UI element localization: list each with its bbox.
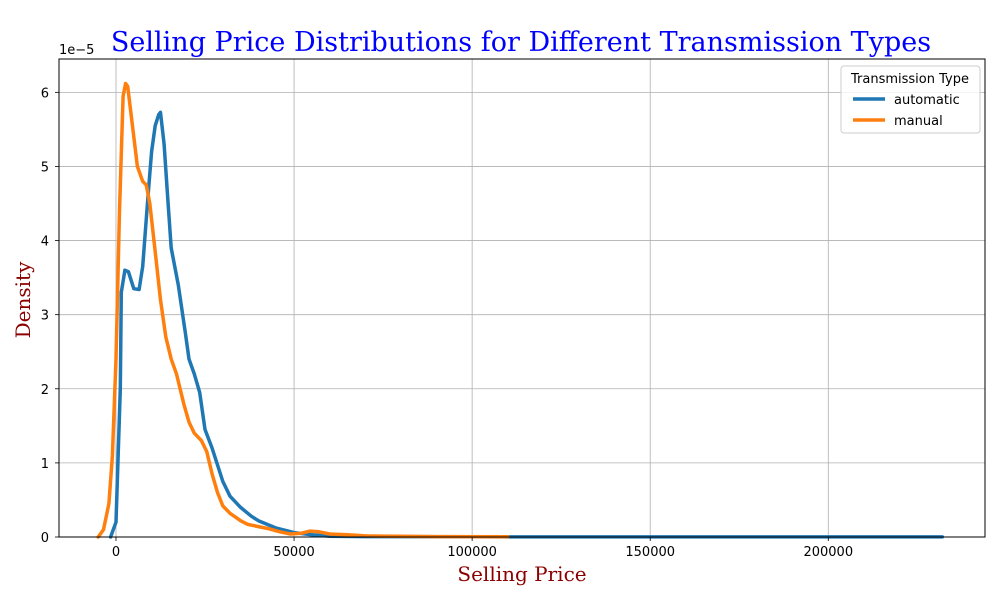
x-tick-label: 150000 [625,545,675,560]
y-axis-label: Density [11,261,35,338]
chart-title: Selling Price Distributions for Differen… [111,27,931,58]
x-tick-label: 0 [112,545,120,560]
y-offset-label: 1e−5 [59,43,94,58]
y-tick-label: 2 [41,383,49,398]
ticks: 0 50000 100000 150000 200000 0 1 2 3 4 5 6 [41,86,853,560]
y-tick-label: 5 [41,160,49,175]
x-axis-label: Selling Price [457,562,586,586]
legend-label-manual: manual [894,114,943,129]
plot-frame [58,58,986,538]
y-tick-label: 0 [41,531,49,546]
series-line-manual [96,81,510,539]
legend: Transmission Type automatic manual [840,65,981,134]
series-layer [96,81,945,539]
x-tick-label: 50000 [273,545,314,560]
x-tick-label: 200000 [803,545,853,560]
legend-title: Transmission Type [850,72,969,87]
x-tick-label: 100000 [447,545,497,560]
y-tick-label: 1 [41,457,49,472]
series-line-automatic [108,110,945,539]
legend-box [840,65,981,134]
legend-label-automatic: automatic [894,93,960,108]
y-tick-label: 6 [41,86,49,101]
y-tick-label: 4 [41,235,49,250]
y-tick-label: 3 [41,309,49,324]
